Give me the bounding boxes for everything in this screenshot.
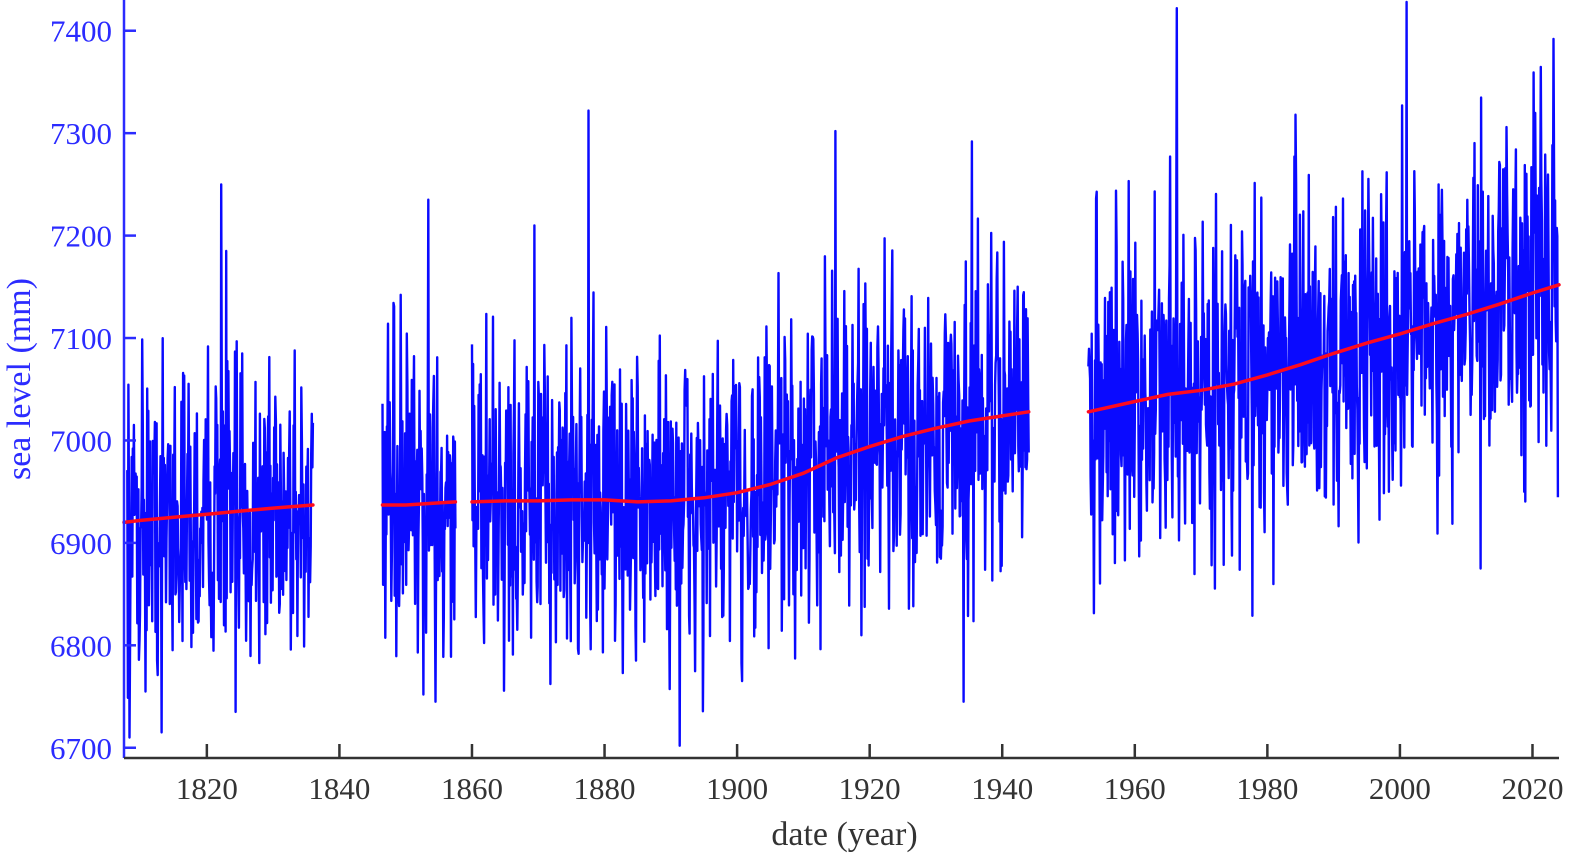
- x-tick-label: 1900: [706, 771, 768, 806]
- monthly-segment-2: [381, 198, 457, 703]
- x-tick-label: 1960: [1104, 771, 1166, 806]
- y-tick-label: 7200: [50, 219, 112, 254]
- trend-segment-4: [1086, 283, 1561, 414]
- x-tick-label: 2020: [1501, 771, 1563, 806]
- y-axis-title: sea level (mm): [1, 278, 38, 480]
- x-tick-label: 1980: [1236, 771, 1298, 806]
- y-tick-label: 6700: [50, 731, 112, 766]
- x-axis-title: date (year): [771, 816, 917, 853]
- x-tick-label: 1920: [839, 771, 901, 806]
- x-tick-label: 1860: [441, 771, 503, 806]
- trend-series: [122, 283, 1561, 525]
- y-tick-label: 7300: [50, 116, 112, 151]
- x-axis-ticks: 1820 1840 1860 1880 1900 1920 1940 1960 1980 2000…: [176, 744, 1563, 806]
- y-tick-label: 7100: [50, 321, 112, 356]
- y-tick-label: 6900: [50, 526, 112, 561]
- y-tick-label: 7400: [50, 14, 112, 49]
- x-tick-label: 2000: [1369, 771, 1431, 806]
- monthly-segment-1: [126, 183, 315, 739]
- monthly-series: [126, 0, 1560, 747]
- trend-segment-1: [122, 503, 315, 525]
- x-tick-label: 1940: [971, 771, 1033, 806]
- y-axis-ticks: 6700 6800 6900 7000 7100 7200 7300 7400: [50, 14, 136, 766]
- trend-segment-2: [380, 500, 458, 507]
- x-tick-label: 1880: [574, 771, 636, 806]
- monthly-segment-3: [470, 109, 1030, 747]
- trend-segment-3: [470, 410, 1031, 504]
- x-tick-label: 1840: [308, 771, 370, 806]
- x-tick-label: 1820: [176, 771, 238, 806]
- y-tick-label: 7000: [50, 423, 112, 458]
- y-tick-label: 6800: [50, 628, 112, 663]
